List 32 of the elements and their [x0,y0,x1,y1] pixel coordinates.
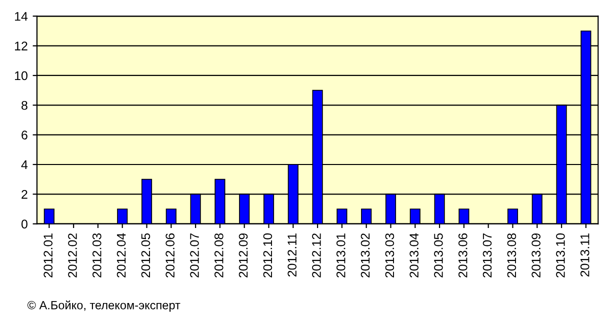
y-tick-label: 6 [22,130,28,140]
x-tick-label: 2012.11 [288,233,296,276]
x-tick-label: 2013.03 [385,233,394,278]
x-tick-label: 2013.06 [458,233,468,278]
x-tick-label: 2012.05 [141,233,150,278]
x-tick-label: 2012.09 [238,233,248,278]
x-tick-label: 2012.03 [92,233,102,278]
text: © А.Бойко, телеком-эксперт [27,300,180,312]
x-tick-label: 2013.04 [410,233,418,278]
y-tick-label: 2 [22,190,28,199]
x-tick-label: 2013.10 [556,233,565,278]
x-tick-label: 2012.07 [190,233,199,278]
y-tick-label: 12 [14,42,28,50]
y-tick-label: 14 [14,12,28,21]
x-tick-label: 2012.02 [68,233,77,278]
y-tick-label: 8 [22,100,28,110]
x-tick-label: 2012.08 [214,233,224,278]
x-tick-label: 2012.10 [263,233,272,278]
x-tick-label: 2013.01 [336,233,346,278]
x-tick-label: 2013.09 [532,233,540,278]
y-tick-label: 4 [21,160,28,170]
x-tick-label: 2012.01 [44,233,53,278]
x-tick-label: 2013.02 [360,233,370,278]
x-tick-label: 2013.07 [482,233,492,278]
x-tick-label: 2013.05 [434,233,443,278]
y-tick-label: 0 [21,220,28,228]
x-tick-label: 2013.11 [580,233,590,276]
x-tick-label: 2012.12 [312,233,321,278]
x-tick-label: 2012.06 [166,233,175,278]
x-tick-label: 2013.08 [507,233,516,278]
y-tick-label: 10 [14,71,28,80]
x-tick-label: 2012.04 [116,233,126,278]
